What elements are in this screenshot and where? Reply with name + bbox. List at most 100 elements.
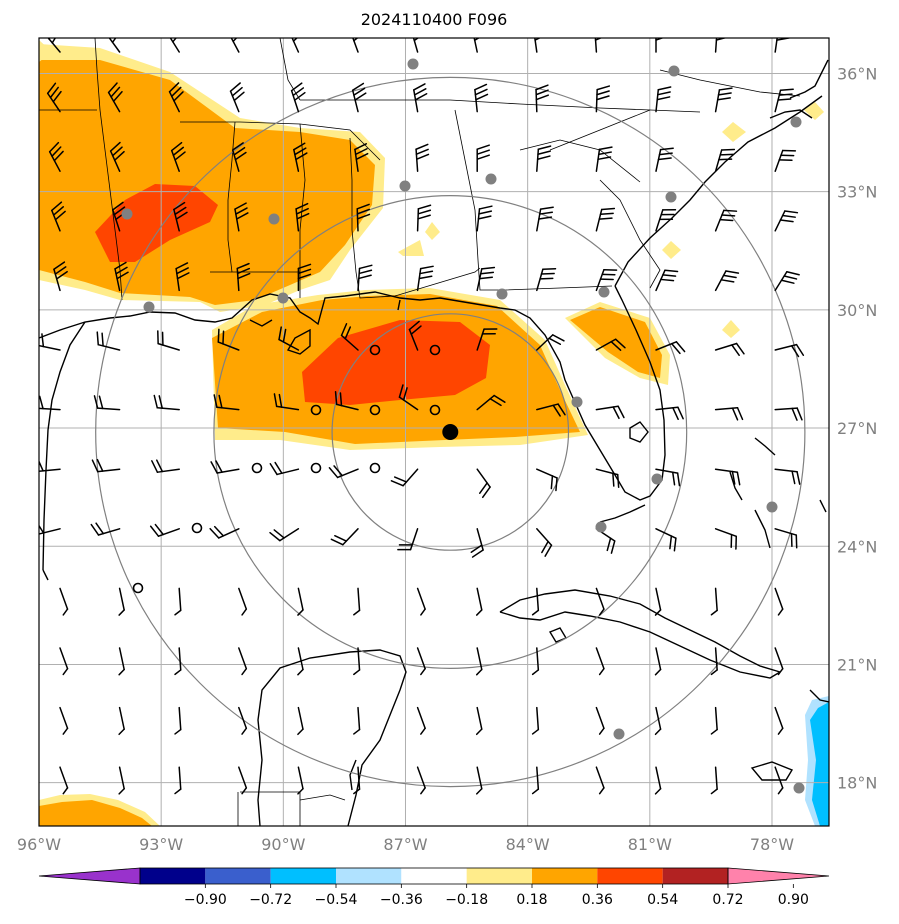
- wind-barb: [118, 706, 125, 736]
- wind-barb: [655, 468, 681, 487]
- wind-barb: [415, 143, 430, 172]
- colorbar-label: −0.36: [380, 892, 423, 908]
- calm-circle: [310, 462, 322, 474]
- colorbar-outline: [139, 867, 729, 885]
- colorbar-label: −0.90: [184, 892, 227, 908]
- colorbar: −0.90 −0.72 −0.54 −0.36 −0.18 0.18 0.36 0.54 0.7…: [38, 867, 830, 908]
- wind-barb: [714, 342, 745, 357]
- wind-barb: [118, 587, 125, 616]
- wind-barb: [536, 334, 565, 351]
- calm-circle: [429, 344, 441, 356]
- wind-barb: [91, 458, 121, 473]
- shade-sw-orange: [39, 800, 152, 826]
- wind-barb: [174, 587, 182, 616]
- wind-barb: [595, 647, 605, 676]
- wind-barb: [234, 202, 249, 232]
- calm-circle: [369, 462, 381, 474]
- shade-small-yellow-2: [425, 222, 440, 240]
- shade-small-yellow-1: [398, 240, 424, 256]
- wind-barb: [213, 394, 240, 411]
- storm-center-marker: [442, 424, 459, 440]
- wind-barb: [470, 528, 484, 558]
- wind-barb: [349, 38, 365, 53]
- wind-barb: [297, 647, 304, 676]
- wind-barb: [774, 766, 784, 795]
- lat-tick-label: 18°N: [837, 774, 877, 793]
- colorbar-segment: [466, 868, 532, 884]
- wind-barb: [714, 528, 738, 550]
- wind-barb: [594, 38, 609, 53]
- wind-barb: [354, 143, 369, 172]
- wind-barb: [774, 468, 801, 485]
- station-dot: [595, 521, 607, 533]
- wind-barb: [710, 766, 718, 795]
- colorbar-extend-low: [38, 867, 141, 885]
- wind-barb: [416, 265, 434, 292]
- wind-barb: [416, 587, 426, 616]
- wind-barb: [353, 706, 361, 735]
- wind-barb: [59, 706, 69, 735]
- lat-tick-label: 24°N: [837, 537, 877, 556]
- wind-barb: [297, 766, 304, 795]
- wind-barb: [288, 38, 304, 53]
- wind-barb: [59, 587, 69, 616]
- wind-barb: [410, 38, 426, 53]
- wind-barb: [408, 320, 422, 351]
- range-ring: [331, 313, 570, 551]
- colorbar-segment: [597, 868, 663, 884]
- wind-barb: [471, 38, 487, 53]
- wind-barb: [714, 87, 733, 113]
- calm-circle: [429, 404, 441, 416]
- wind-barb: [774, 149, 797, 172]
- station-dot: [268, 213, 280, 225]
- wind-barb: [710, 706, 718, 735]
- wind-barb: [153, 394, 180, 411]
- wind-barb: [595, 268, 618, 292]
- wind-barbs: [39, 38, 805, 795]
- wind-barb: [118, 766, 125, 795]
- wind-barb: [39, 521, 61, 535]
- wind-barb: [174, 706, 182, 735]
- station-dot: [143, 301, 155, 313]
- station-dot: [571, 396, 583, 408]
- wind-barb: [290, 82, 306, 113]
- colorbar-label: 0.90: [778, 892, 809, 908]
- wind-barb: [655, 269, 679, 292]
- wind-barb: [397, 528, 419, 551]
- wind-barb: [714, 406, 744, 421]
- wind-barb: [356, 203, 371, 232]
- wind-barb: [238, 706, 248, 735]
- wind-barb: [476, 394, 506, 411]
- wind-barb: [710, 587, 718, 616]
- calm-circle: [251, 462, 263, 474]
- wind-barb: [655, 86, 672, 113]
- wind-barb: [390, 468, 419, 487]
- wind-barb: [595, 706, 605, 735]
- wind-barb: [96, 331, 121, 351]
- wind-barb: [295, 202, 310, 232]
- shade-small-yellow-3: [662, 241, 681, 259]
- wind-barb: [774, 407, 803, 421]
- colorbar-segment: [662, 868, 728, 884]
- wind-barb: [774, 528, 798, 549]
- colorbar-label: 0.72: [712, 892, 743, 908]
- wind-barb: [536, 267, 557, 292]
- station-dot: [277, 292, 289, 304]
- wind-barb: [595, 207, 616, 232]
- station-dot: [407, 58, 419, 70]
- wind-barb: [297, 706, 304, 736]
- wind-barb: [595, 405, 625, 420]
- wind-barb: [45, 38, 61, 53]
- station-dot: [598, 286, 610, 298]
- wind-barb: [774, 270, 800, 292]
- wind-barb: [53, 261, 68, 292]
- wind-barb: [297, 263, 312, 292]
- lon-tick-label: 87°W: [383, 835, 427, 854]
- wind-barb: [714, 468, 741, 486]
- lat-tick-label: 33°N: [837, 183, 877, 202]
- wind-barb: [774, 647, 784, 676]
- shade-corner-yellow: [39, 40, 52, 62]
- calm-circle: [369, 404, 381, 416]
- wind-barb: [774, 210, 799, 232]
